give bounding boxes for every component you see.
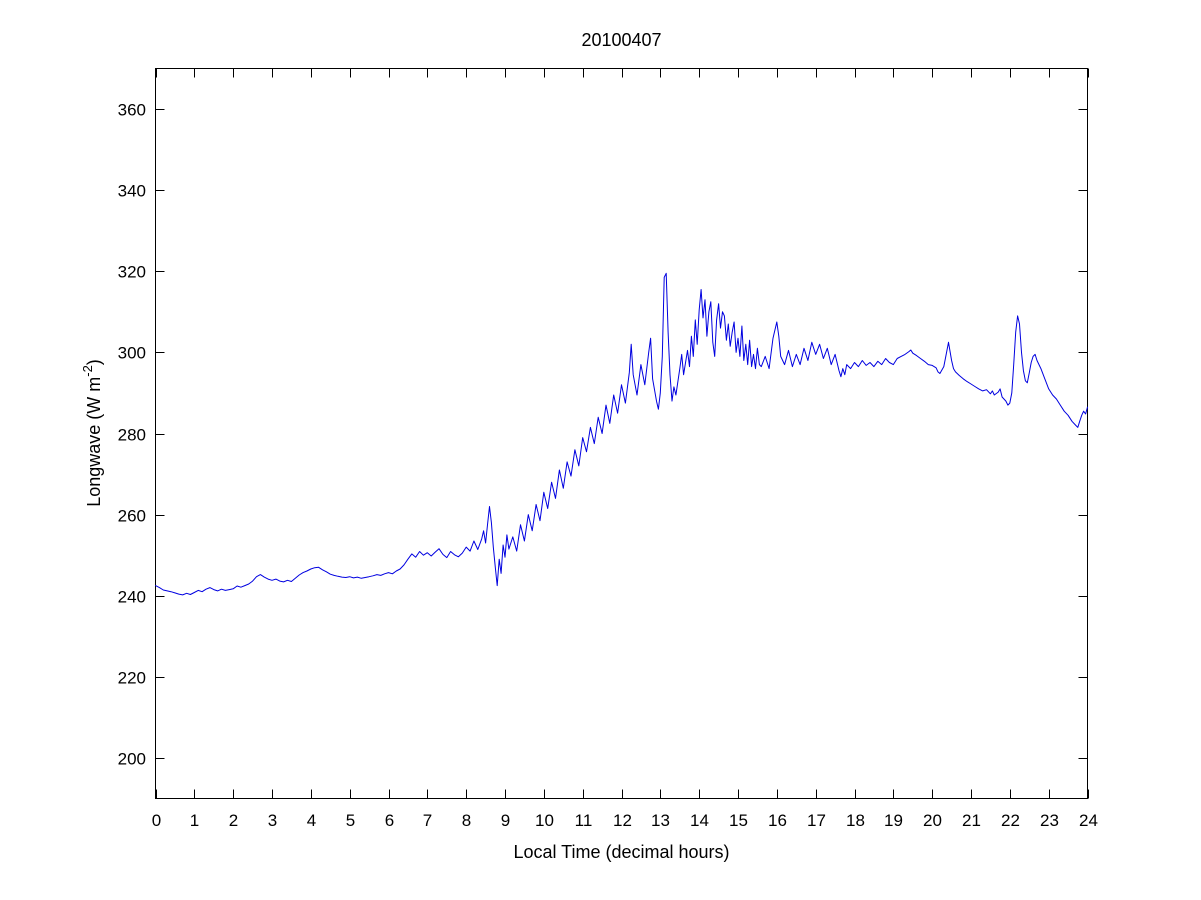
y-tick-label: 300 bbox=[118, 344, 146, 363]
x-tick-label: 20 bbox=[923, 811, 942, 830]
longwave-series-line bbox=[155, 272, 1088, 596]
x-tick-label: 3 bbox=[268, 811, 277, 830]
x-tick-label: 8 bbox=[462, 811, 471, 830]
x-tick-label: 6 bbox=[385, 811, 394, 830]
axis-tick-labels: 0 1 2 3 4 5 6 7 8 9 10 11 12 13 14 15 16 17 18 19 20 21 22 23 24… bbox=[118, 101, 1098, 831]
x-tick-label: 10 bbox=[535, 811, 554, 830]
y-axis-label: Longwave (W m-2) bbox=[80, 359, 104, 507]
x-tick-label: 18 bbox=[846, 811, 865, 830]
chart-title: 20100407 bbox=[581, 30, 661, 50]
y-tick-label: 320 bbox=[118, 263, 146, 282]
x-tick-label: 11 bbox=[575, 811, 593, 830]
x-tick-label: 9 bbox=[501, 811, 510, 830]
x-tick-label: 15 bbox=[729, 811, 748, 830]
x-tick-label: 21 bbox=[962, 811, 981, 830]
plot-area bbox=[155, 68, 1088, 799]
x-tick-label: 13 bbox=[651, 811, 670, 830]
x-tick-label: 17 bbox=[807, 811, 826, 830]
x-tick-label: 23 bbox=[1040, 811, 1059, 830]
x-tick-label: 7 bbox=[423, 811, 432, 830]
y-tick-label: 240 bbox=[118, 588, 146, 607]
x-tick-label: 12 bbox=[613, 811, 632, 830]
axis-ticks bbox=[155, 68, 1089, 799]
x-tick-label: 4 bbox=[307, 811, 316, 830]
y-tick-label: 340 bbox=[118, 182, 146, 201]
x-tick-label: 24 bbox=[1079, 811, 1098, 830]
x-tick-label: 5 bbox=[346, 811, 355, 830]
x-tick-label: 0 bbox=[152, 811, 161, 830]
y-tick-label: 360 bbox=[118, 101, 146, 120]
x-tick-label: 19 bbox=[884, 811, 903, 830]
y-tick-label: 280 bbox=[118, 426, 146, 445]
series-group bbox=[155, 272, 1088, 596]
x-tick-label: 16 bbox=[768, 811, 787, 830]
y-tick-label: 220 bbox=[118, 669, 146, 688]
x-tick-label: 14 bbox=[690, 811, 709, 830]
y-tick-label: 260 bbox=[118, 507, 146, 526]
y-tick-label: 200 bbox=[118, 750, 146, 769]
x-tick-label: 22 bbox=[1001, 811, 1020, 830]
x-tick-label: 2 bbox=[229, 811, 238, 830]
x-tick-label: 1 bbox=[190, 811, 199, 830]
x-axis-label: Local Time (decimal hours) bbox=[513, 842, 729, 862]
